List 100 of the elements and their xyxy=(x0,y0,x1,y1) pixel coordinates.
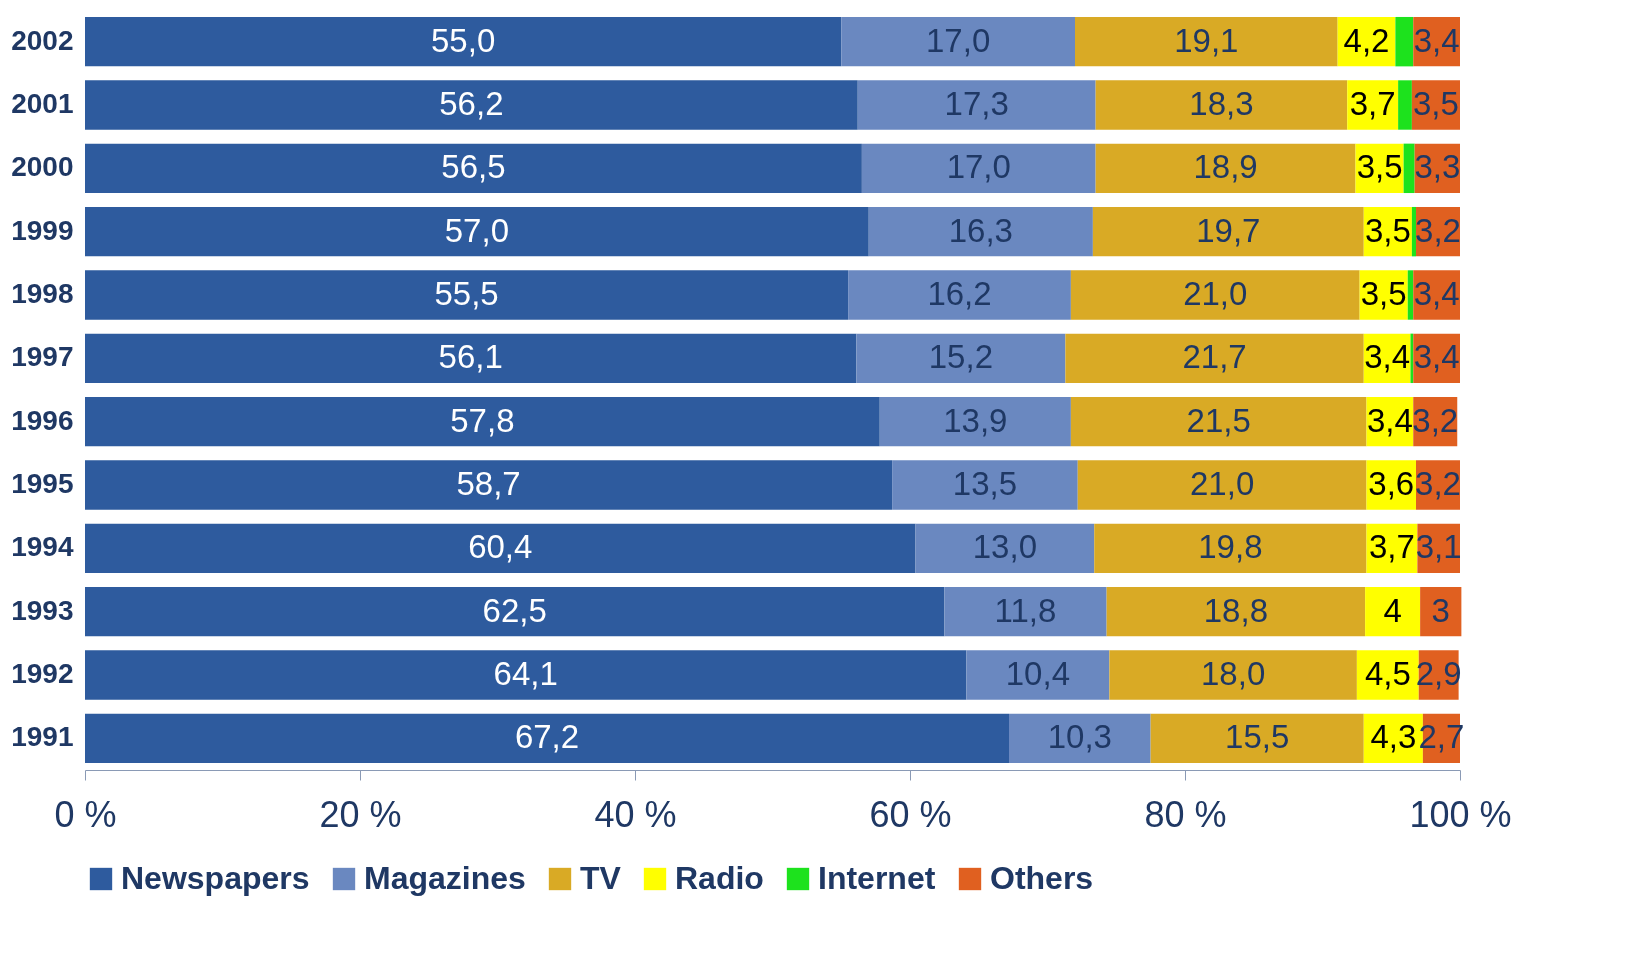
data-label: 21,5 xyxy=(1186,401,1251,439)
bar xyxy=(85,523,916,574)
data-label: 3,6 xyxy=(1368,465,1415,502)
bar xyxy=(85,586,945,637)
data-label: 3,5 xyxy=(1356,148,1403,186)
bar xyxy=(1395,16,1414,67)
data-label: 4,5 xyxy=(1364,655,1411,692)
bar xyxy=(1092,206,1364,257)
data-label: 17,3 xyxy=(944,85,1009,122)
bar xyxy=(85,143,862,194)
data-label: 19,8 xyxy=(1198,528,1263,566)
data-label: 21,0 xyxy=(1190,465,1255,502)
data-label: 3,5 xyxy=(1364,211,1411,249)
data-label: 11,8 xyxy=(994,591,1057,629)
bar xyxy=(857,80,1096,130)
data-label: 21,0 xyxy=(1183,275,1248,312)
data-label: 58,7 xyxy=(456,465,521,502)
data-label: 13,0 xyxy=(972,528,1037,566)
bar xyxy=(1070,270,1360,320)
data-label: 3,4 xyxy=(1366,401,1413,439)
data-label: 3,4 xyxy=(1413,21,1460,59)
y-tick-label: 1993 xyxy=(11,594,74,626)
bar xyxy=(848,270,1071,320)
y-tick-label: 1995 xyxy=(11,468,74,499)
data-label: 13,5 xyxy=(952,465,1018,502)
data-label: 56,5 xyxy=(441,148,506,186)
data-label: 56,1 xyxy=(438,338,503,376)
bar xyxy=(861,143,1096,194)
bar xyxy=(892,460,1078,510)
bar xyxy=(1411,206,1416,257)
bar xyxy=(856,333,1066,384)
bar xyxy=(85,396,880,447)
y-tick-label: 2001 xyxy=(11,88,74,119)
y-tick-label: 1996 xyxy=(11,404,74,436)
bar xyxy=(85,16,842,67)
data-label: 3,2 xyxy=(1415,465,1461,502)
y-tick-label: 1991 xyxy=(11,721,74,753)
x-tick-label: 60 % xyxy=(869,793,952,835)
data-label: 13,9 xyxy=(943,401,1008,439)
y-tick-label: 1994 xyxy=(11,531,74,563)
data-label: 19,1 xyxy=(1174,21,1239,59)
data-label: 16,3 xyxy=(948,211,1013,249)
data-label: 18,9 xyxy=(1193,148,1258,186)
data-label: 3,4 xyxy=(1413,338,1460,376)
data-label: 57,0 xyxy=(444,211,509,249)
bar xyxy=(85,80,858,130)
data-label: 55,5 xyxy=(434,275,499,312)
data-label: 56,2 xyxy=(439,85,504,122)
bar xyxy=(1009,713,1151,764)
data-label: 64,1 xyxy=(493,655,558,692)
data-label: 3,1 xyxy=(1415,528,1462,566)
x-tick-label: 20 % xyxy=(319,793,402,835)
legend-label: Others xyxy=(990,860,1094,896)
bar xyxy=(1407,270,1414,320)
bar xyxy=(1075,16,1338,67)
bar xyxy=(85,333,857,384)
bar xyxy=(1398,80,1412,130)
legend-label: TV xyxy=(580,860,622,896)
data-label: 67,2 xyxy=(514,718,580,756)
data-label: 3,4 xyxy=(1413,275,1460,312)
bar xyxy=(1095,80,1348,130)
data-label: 57,8 xyxy=(450,401,515,439)
x-tick-label: 100 % xyxy=(1409,793,1512,835)
data-label: 16,2 xyxy=(927,275,992,312)
bar xyxy=(841,16,1075,67)
x-tick-label: 40 % xyxy=(594,793,677,835)
data-label: 3,7 xyxy=(1369,528,1415,566)
bar xyxy=(1095,143,1356,194)
data-label: 15,5 xyxy=(1225,718,1290,756)
data-label: 18,0 xyxy=(1201,655,1266,692)
data-label: 18,3 xyxy=(1189,85,1254,122)
legend-label: Radio xyxy=(675,860,764,896)
x-tick-label: 0 % xyxy=(54,793,117,835)
bar xyxy=(915,523,1095,574)
data-label: 19,7 xyxy=(1196,211,1261,249)
legend-label: Newspapers xyxy=(121,860,310,896)
legend-label: Magazines xyxy=(364,860,526,896)
y-tick-label: 1997 xyxy=(11,341,74,373)
bar xyxy=(868,206,1093,257)
data-label: 3,5 xyxy=(1413,85,1459,122)
bar xyxy=(966,650,1110,700)
legend-label: Internet xyxy=(818,860,936,896)
y-tick-label: 1992 xyxy=(11,658,74,689)
bar xyxy=(1070,396,1367,447)
data-label: 18,8 xyxy=(1203,591,1268,629)
bar xyxy=(944,586,1107,637)
bar xyxy=(85,650,967,700)
data-label: 21,7 xyxy=(1182,338,1247,376)
data-label: 55,0 xyxy=(431,21,496,59)
data-label: 10,3 xyxy=(1047,718,1112,756)
data-label: 15,2 xyxy=(928,338,993,376)
data-label: 17,0 xyxy=(926,21,991,59)
data-label: 4,2 xyxy=(1343,21,1390,59)
data-label: 4 xyxy=(1383,591,1402,629)
bar xyxy=(85,206,869,257)
bar xyxy=(85,713,1009,764)
data-label: 10,4 xyxy=(1005,655,1070,692)
data-label: 4,3 xyxy=(1370,718,1417,756)
data-label: 62,5 xyxy=(482,591,547,629)
data-label: 17,0 xyxy=(946,148,1011,186)
